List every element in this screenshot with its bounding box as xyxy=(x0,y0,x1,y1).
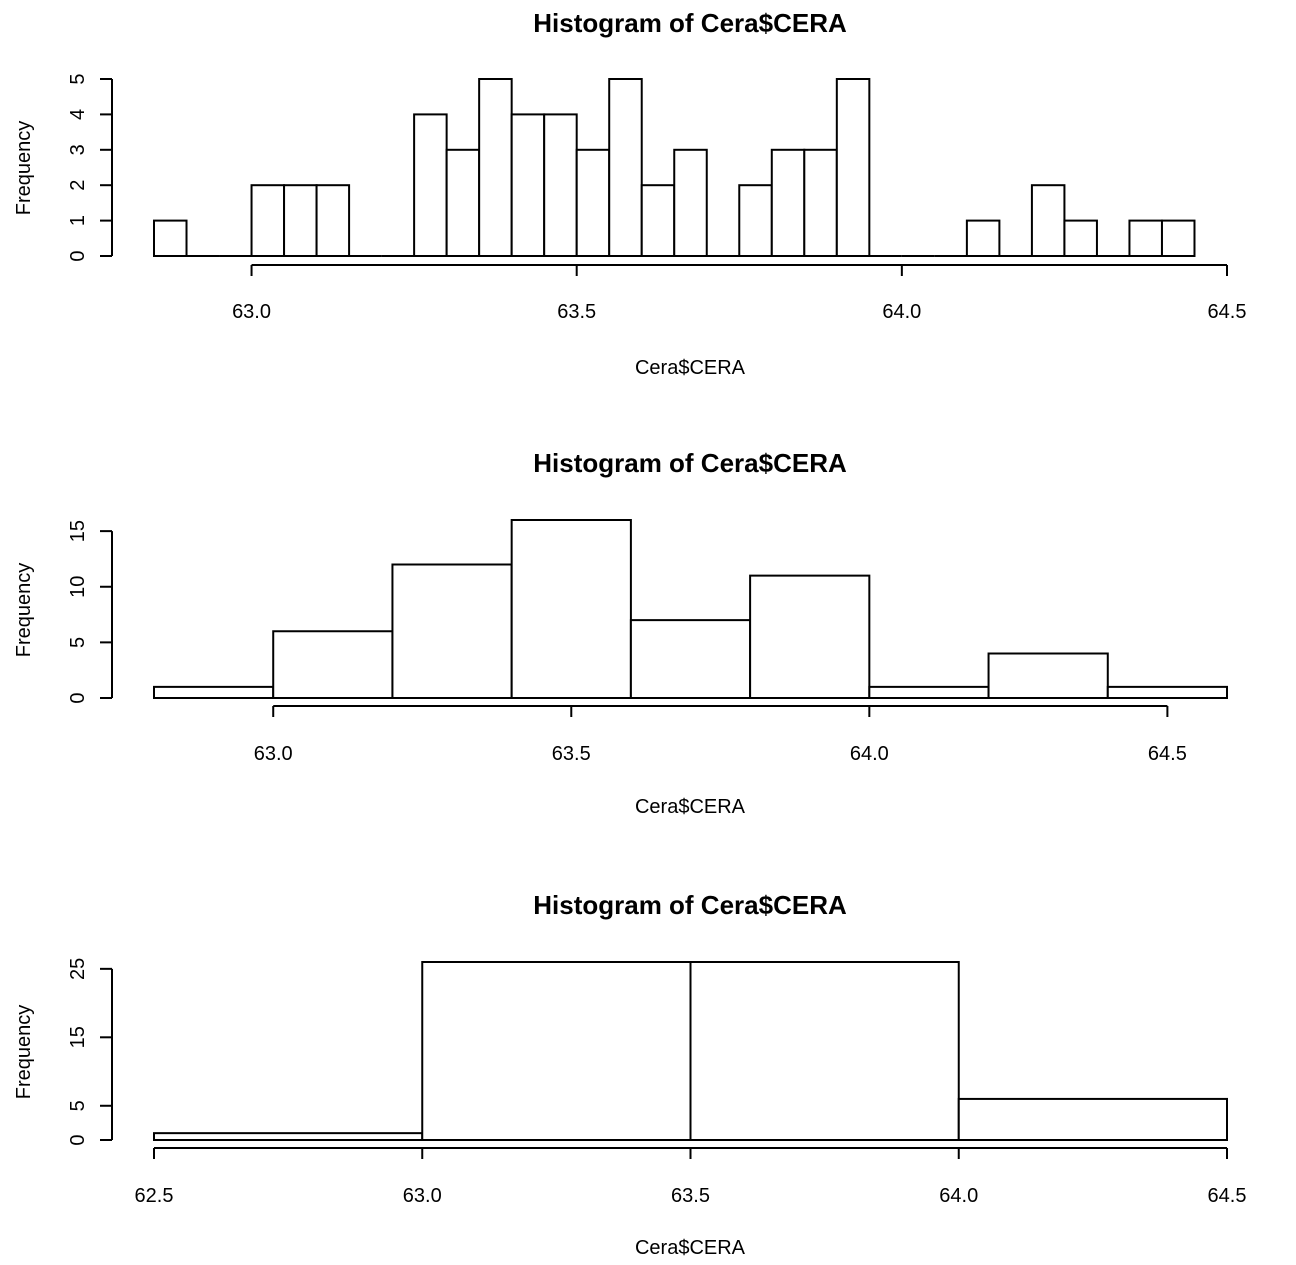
histogram-bar xyxy=(673,148,708,257)
histogram-bar xyxy=(272,630,394,699)
y-axis: 0 1 2 3 4 5 xyxy=(67,73,113,262)
y-tick-label: 10 xyxy=(67,576,89,598)
y-axis: 0 5 10 15 xyxy=(67,520,113,704)
x-tick-label: 63.5 xyxy=(552,743,591,765)
chart-title: Histogram of Cera$CERA xyxy=(533,8,847,38)
y-tick-label: 1 xyxy=(67,215,89,226)
y-tick-label: 15 xyxy=(67,1026,89,1048)
y-tick-label: 25 xyxy=(67,958,89,980)
x-tick-label: 63.5 xyxy=(557,301,596,323)
histogram-bar xyxy=(965,219,1001,258)
histogram-bar xyxy=(283,184,318,257)
y-tick-label: 15 xyxy=(67,520,89,542)
x-tick-label: 64.0 xyxy=(850,743,889,765)
histogram-bar xyxy=(153,1132,424,1141)
x-tick-label: 64.5 xyxy=(1208,1185,1247,1207)
histogram-bar xyxy=(608,78,643,257)
histogram-bar xyxy=(1160,219,1196,258)
histogram-bar xyxy=(510,519,632,699)
x-tick-label: 64.5 xyxy=(1208,301,1247,323)
histogram-bar xyxy=(391,563,513,699)
x-tick-label: 63.0 xyxy=(254,743,293,765)
x-axis-label: Cera$CERA xyxy=(635,796,746,818)
x-tick-label: 62.5 xyxy=(135,1185,174,1207)
y-tick-label: 5 xyxy=(67,637,89,648)
x-axis-label: Cera$CERA xyxy=(635,1237,746,1259)
histogram-bar xyxy=(629,619,752,699)
x-tick-label: 64.5 xyxy=(1148,743,1187,765)
histogram-bar xyxy=(478,78,513,257)
x-tick-label: 64.0 xyxy=(939,1185,978,1207)
histogram-bar xyxy=(543,113,578,258)
histogram-bar xyxy=(987,652,1109,699)
x-axis: 62.5 63.0 63.5 64.0 64.5 xyxy=(135,1147,1247,1207)
bar-group xyxy=(153,961,1228,1142)
x-tick-label: 63.0 xyxy=(403,1185,442,1207)
histogram-bar xyxy=(803,148,838,257)
x-axis: 63.0 63.5 64.0 64.5 xyxy=(254,705,1187,765)
histogram-bar xyxy=(640,184,676,257)
histogram-panel-3: Histogram of Cera$CERA Cera$CERA Frequen… xyxy=(13,890,1246,1259)
histogram-bar xyxy=(749,574,871,699)
histogram-bar xyxy=(1063,219,1098,258)
y-tick-label: 2 xyxy=(67,180,89,191)
y-tick-label: 0 xyxy=(67,1134,89,1145)
x-axis: 63.0 63.5 64.0 64.5 xyxy=(232,264,1247,323)
y-axis-label: Frequency xyxy=(13,121,35,216)
histogram-bar xyxy=(510,113,546,258)
y-axis-label: Frequency xyxy=(13,1005,35,1100)
histogram-bar xyxy=(868,685,990,699)
bar-group xyxy=(153,519,1229,699)
x-tick-label: 63.0 xyxy=(232,301,271,323)
histogram-bar xyxy=(1106,685,1229,699)
chart-title: Histogram of Cera$CERA xyxy=(533,448,847,478)
bar-group xyxy=(153,78,1196,258)
histogram-bar xyxy=(315,184,351,257)
histogram-bar xyxy=(445,148,481,257)
chart-title: Histogram of Cera$CERA xyxy=(533,890,847,920)
histogram-bar xyxy=(738,184,773,257)
histogram-panel-1: Histogram of Cera$CERA Cera$CERA Frequen… xyxy=(13,8,1246,379)
histogram-bar xyxy=(153,219,188,258)
histogram-bar xyxy=(1030,184,1066,257)
histogram-bar xyxy=(1128,219,1163,258)
y-tick-label: 5 xyxy=(67,1100,89,1111)
x-axis-label: Cera$CERA xyxy=(635,357,746,379)
y-axis-label: Frequency xyxy=(13,563,35,658)
histogram-bar xyxy=(413,113,448,258)
y-axis: 0 5 15 25 xyxy=(67,958,113,1146)
x-tick-label: 64.0 xyxy=(882,301,921,323)
histogram-panel-2: Histogram of Cera$CERA Cera$CERA Frequen… xyxy=(13,448,1229,818)
histogram-bar xyxy=(421,961,692,1141)
histogram-bar xyxy=(770,148,806,257)
y-tick-label: 5 xyxy=(67,73,89,84)
histogram-bar xyxy=(957,1097,1228,1142)
x-tick-label: 63.5 xyxy=(671,1185,710,1207)
y-tick-label: 4 xyxy=(67,109,89,120)
histogram-bar xyxy=(153,685,275,699)
y-tick-label: 3 xyxy=(67,144,89,155)
histogram-bar xyxy=(689,961,960,1141)
histogram-bar xyxy=(835,78,871,257)
y-tick-label: 0 xyxy=(67,692,89,703)
histogram-bar xyxy=(575,148,611,257)
y-tick-label: 0 xyxy=(67,250,89,261)
histogram-bar xyxy=(250,184,286,257)
